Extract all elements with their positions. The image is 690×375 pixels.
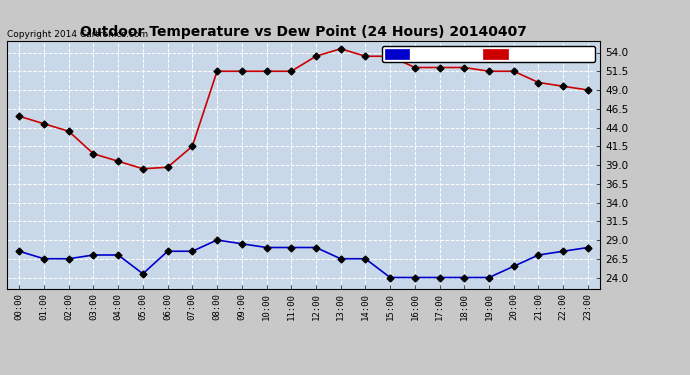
Text: Copyright 2014 Cartronics.com: Copyright 2014 Cartronics.com: [7, 30, 148, 39]
Title: Outdoor Temperature vs Dew Point (24 Hours) 20140407: Outdoor Temperature vs Dew Point (24 Hou…: [80, 25, 527, 39]
Legend: Dew Point (°F), Temperature (°F): Dew Point (°F), Temperature (°F): [382, 46, 595, 62]
